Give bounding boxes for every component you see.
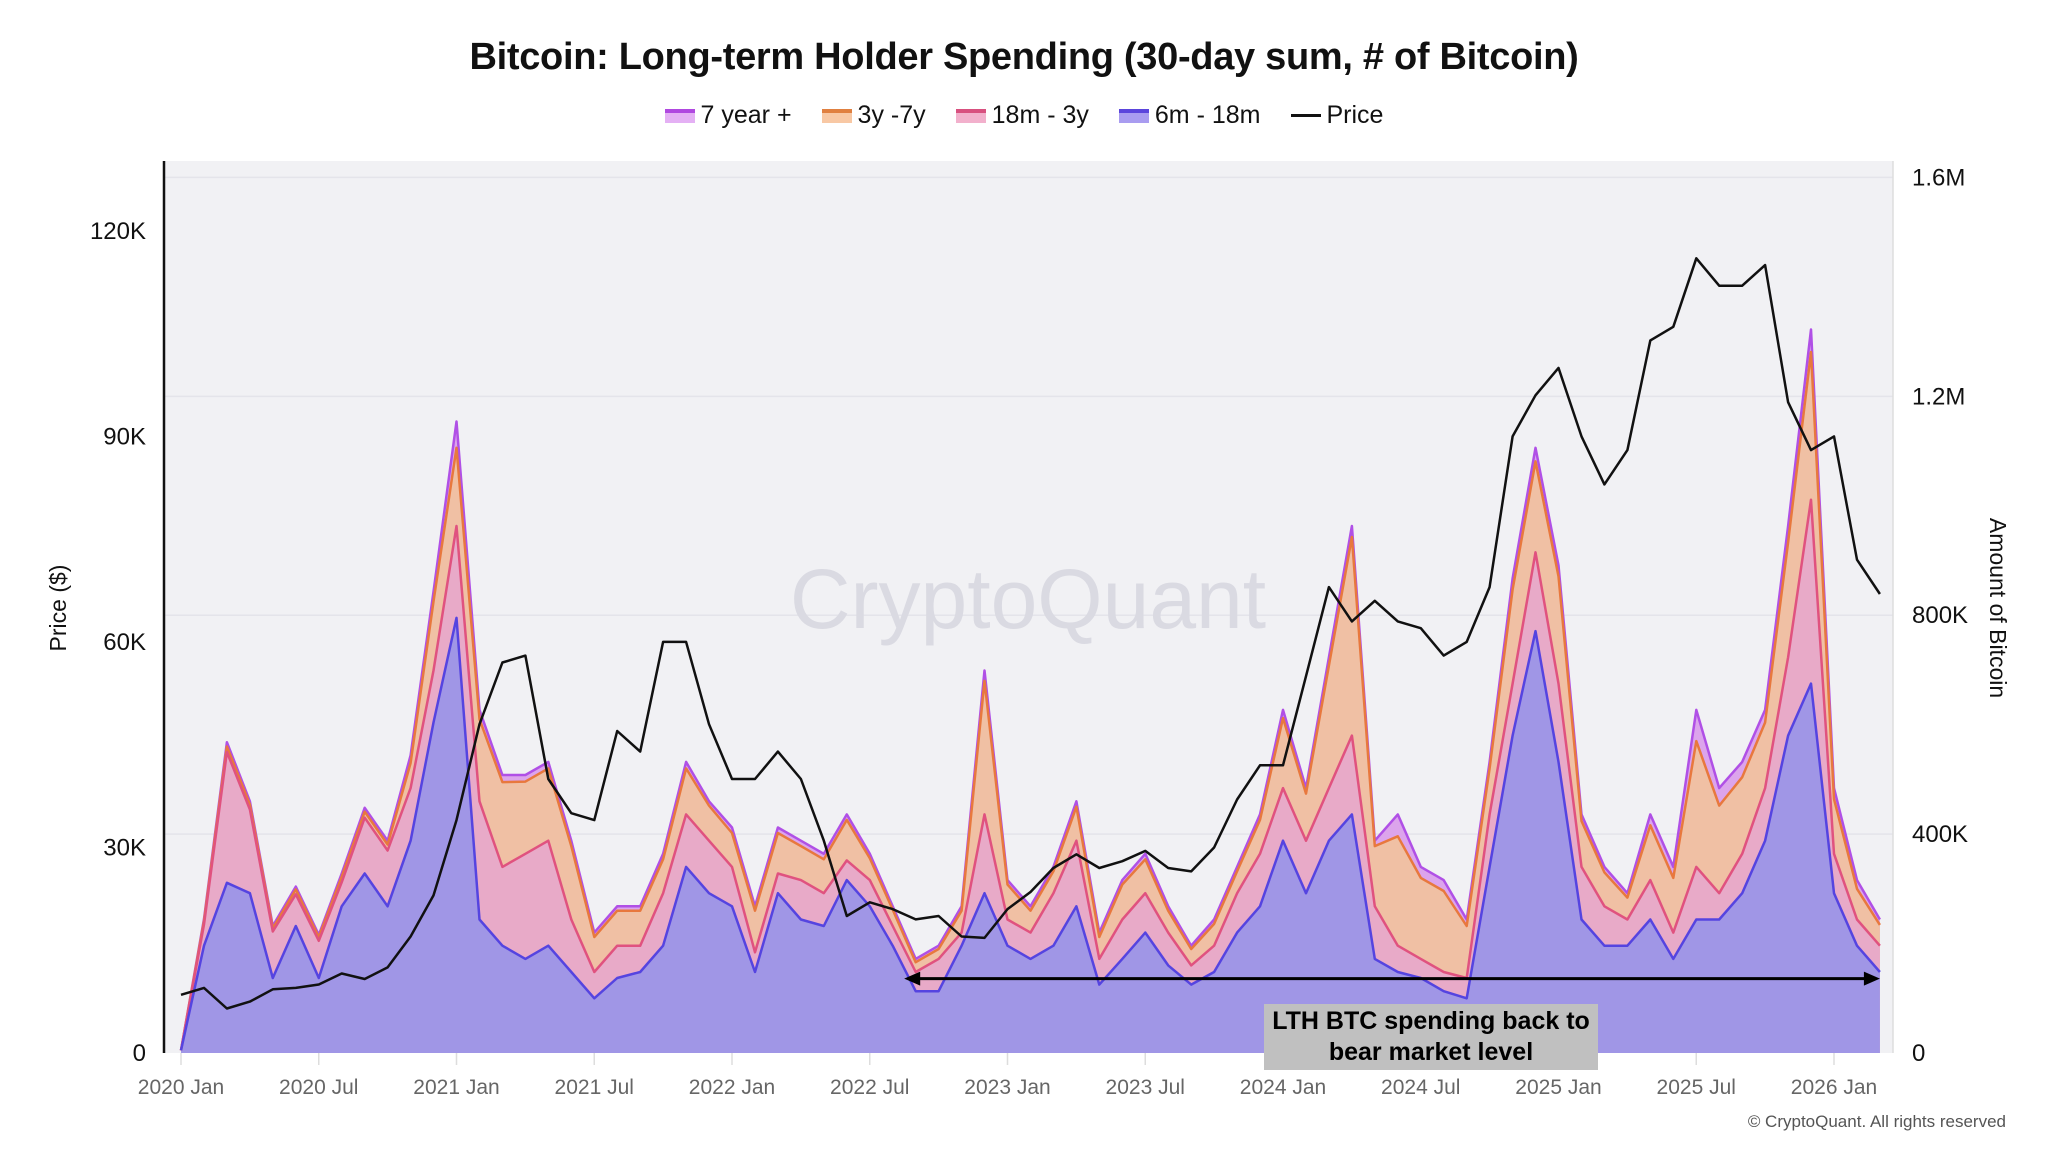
right-tick-label: 1.6M — [1912, 164, 1965, 191]
legend-line-swatch — [1290, 114, 1321, 117]
arrow-head-left — [904, 971, 921, 986]
line-3y-7y — [179, 350, 1881, 1051]
line-7-year- — [179, 328, 1881, 1051]
right-tick-label: 0 — [1912, 1040, 1925, 1067]
x-tick-label: 2025 Jan — [1515, 1076, 1601, 1099]
copyright: © CryptoQuant. All rights reserved — [1747, 1112, 2006, 1131]
x-tick-label: 2023 Jan — [964, 1076, 1050, 1099]
x-tick-label: 2020 Jan — [138, 1076, 224, 1099]
area-6m-18m — [181, 617, 1880, 1053]
x-tick-label: 2025 Jul — [1657, 1076, 1736, 1099]
x-tick-label: 2021 Jan — [413, 1076, 499, 1099]
legend-item[interactable]: 6m - 18m — [1118, 101, 1261, 130]
x-tick-label: 2023 Jul — [1106, 1076, 1185, 1099]
legend-label: 3y -7y — [857, 101, 926, 129]
right-axis-title: Amount of Bitcoin — [1985, 518, 2011, 698]
price-line — [180, 257, 1881, 1010]
legend-label: Price — [1326, 101, 1384, 129]
x-tick-label: 2024 Jul — [1381, 1076, 1460, 1099]
watermark: CryptoQuant — [790, 552, 1266, 646]
left-tick-label: 30K — [103, 834, 146, 861]
x-tick-label: 2022 Jan — [689, 1076, 775, 1099]
legend-item[interactable]: 3y -7y — [821, 101, 926, 130]
axis-ticks: 0 400K 800K 1.2M 1.6M 0 30K 60K 90K 120K 2020 Jan 2… — [90, 164, 1968, 1099]
x-tick-label: 2021 Jul — [555, 1076, 634, 1099]
legend-label: 7 year + — [700, 101, 792, 129]
line-6m-18m — [179, 616, 1881, 1051]
arrow-head-right — [1863, 971, 1880, 986]
annotation-arrow — [904, 971, 1880, 986]
legend-label: 18m - 3y — [991, 101, 1089, 129]
legend-swatch — [955, 108, 986, 123]
right-tick-label: 400K — [1912, 821, 1968, 848]
annotation-box: LTH BTC spending back to bear market lev… — [1264, 1004, 1598, 1070]
x-tick-label: 2026 Jan — [1791, 1076, 1877, 1099]
legend-swatch — [1118, 108, 1149, 123]
legend-item[interactable]: 7 year + — [664, 101, 792, 130]
right-tick-label: 800K — [1912, 602, 1968, 629]
right-tick-label: 1.2M — [1912, 383, 1965, 410]
left-tick-label: 60K — [103, 629, 146, 656]
legend-label: 6m - 18m — [1154, 101, 1261, 129]
stacked-areas — [179, 328, 1881, 1053]
left-tick-label: 90K — [103, 423, 146, 450]
legend-swatch — [664, 108, 695, 123]
legend: 7 year + 3y -7y 18m - 3y 6m - 18m Price — [0, 101, 2048, 130]
x-tick-label: 2024 Jan — [1240, 1076, 1326, 1099]
line-18m-3y — [179, 498, 1881, 1051]
legend-item[interactable]: 18m - 3y — [955, 101, 1089, 130]
left-axis-title: Price ($) — [45, 565, 71, 652]
x-tick-label: 2022 Jul — [830, 1076, 909, 1099]
legend-item[interactable]: Price — [1290, 101, 1384, 130]
left-tick-label: 120K — [90, 218, 146, 245]
left-tick-label: 0 — [133, 1040, 146, 1067]
price-line-group — [180, 257, 1881, 1010]
legend-swatch — [821, 108, 852, 123]
x-tick-label: 2020 Jul — [279, 1076, 358, 1099]
chart-title: Bitcoin: Long-term Holder Spending (30-d… — [469, 36, 1579, 78]
